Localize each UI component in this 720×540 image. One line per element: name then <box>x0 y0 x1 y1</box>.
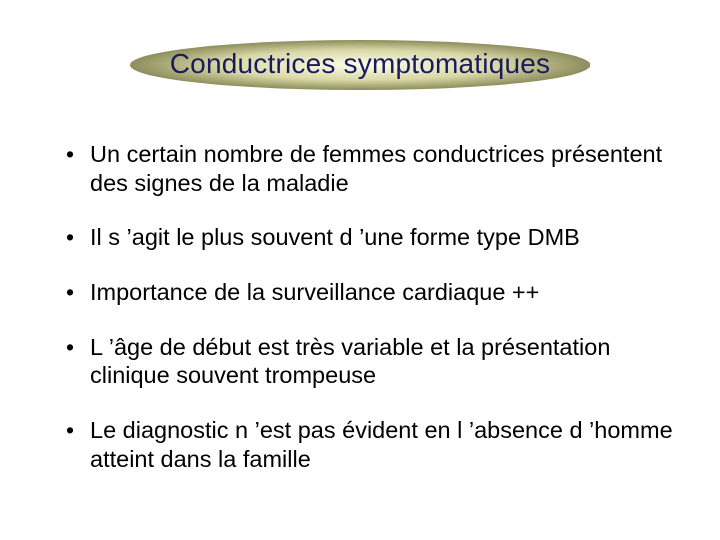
bullet-item: Le diagnostic n ’est pas évident en l ’a… <box>62 416 680 473</box>
title-container: Conductrices symptomatiques <box>0 40 720 90</box>
slide-title: Conductrices symptomatiques <box>170 48 550 79</box>
bullet-item: Importance de la surveillance cardiaque … <box>62 278 680 307</box>
bullet-list: Un certain nombre de femmes conductrices… <box>62 140 680 473</box>
content-area: Un certain nombre de femmes conductrices… <box>62 140 680 499</box>
bullet-item: L ’âge de début est très variable et la … <box>62 333 680 390</box>
bullet-item: Un certain nombre de femmes conductrices… <box>62 140 680 197</box>
bullet-item: Il s ’agit le plus souvent d ’une forme … <box>62 223 680 252</box>
slide: Conductrices symptomatiques Un certain n… <box>0 0 720 540</box>
title-ellipse: Conductrices symptomatiques <box>130 40 590 90</box>
